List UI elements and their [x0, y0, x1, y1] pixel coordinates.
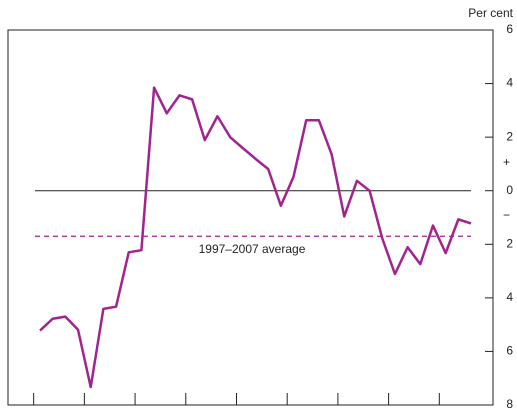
y-tick-label: 4 [506, 290, 513, 304]
y-tick-label: 2 [506, 129, 513, 143]
plot-frame [7, 29, 494, 406]
y-unit-label: Per cent [468, 6, 513, 20]
y-tick-label: 0 [506, 183, 513, 197]
data-line [39, 86, 472, 389]
average-label: 1997–2007 average [199, 242, 306, 256]
y-tick-label: 2 [506, 236, 513, 250]
y-tick-label: 6 [506, 22, 513, 36]
sign-plus: + [503, 155, 510, 169]
y-tick-label: 6 [506, 344, 513, 358]
y-tick-label: 4 [506, 76, 513, 90]
y-tick-label: 8 [506, 397, 513, 411]
sign-minus: − [503, 208, 510, 222]
